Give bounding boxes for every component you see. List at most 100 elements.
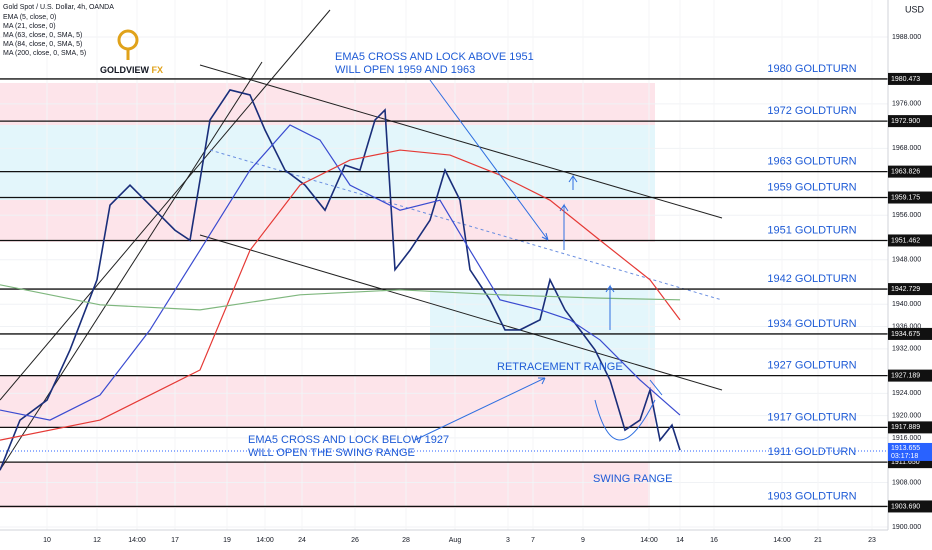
symbol: Gold Spot / U.S. Dollar, 4h, OANDA <box>3 4 114 11</box>
level-label: 1972.900 <box>891 118 920 125</box>
x-tick-label: 21 <box>814 537 822 544</box>
channel-line <box>199 64 723 219</box>
indicator: MA (21, close, 0) <box>3 23 56 30</box>
legend: Gold Spot / U.S. Dollar, 4h, OANDA EMA (… <box>3 4 114 57</box>
annotation: WILL OPEN THE SWING RANGE <box>248 447 415 459</box>
indicator: EMA (5, close, 0) <box>3 14 56 21</box>
level-label: 1959.175 <box>891 194 920 201</box>
x-tick-label: 24 <box>298 537 306 544</box>
x-tick-label: 3 <box>506 537 510 544</box>
level-label: 1942.729 <box>891 286 920 293</box>
arrow <box>414 377 546 441</box>
grid <box>0 0 888 530</box>
level-name: 1959 GOLDTURN <box>767 181 856 193</box>
y-tick-label: 1968.000 <box>892 145 921 152</box>
level-label: 1911.650 <box>891 459 920 466</box>
level-label: 1980.473 <box>891 76 920 83</box>
logo-suffix: FX <box>152 65 164 75</box>
level-tag <box>888 500 932 513</box>
annotation: EMA5 CROSS AND LOCK ABOVE 1951 <box>335 51 534 63</box>
level-tag <box>888 115 932 128</box>
zone <box>0 375 655 427</box>
series-line <box>0 149 681 441</box>
y-tick-label: 1976.000 <box>892 101 921 108</box>
series-line <box>0 89 681 471</box>
x-tick-label: 14:00 <box>640 537 658 544</box>
level-tag <box>888 369 932 382</box>
level-tag <box>888 72 932 85</box>
time-axis <box>0 530 932 550</box>
series <box>0 89 888 471</box>
level-name: 1951 GOLDTURN <box>767 224 856 236</box>
swing-curve <box>594 379 663 441</box>
y-tick-label: 1988.000 <box>892 34 921 41</box>
arrow <box>605 284 615 330</box>
y-tick-label: 1916.000 <box>892 435 921 442</box>
level-name: 1911 GOLDTURN <box>768 446 856 458</box>
annotation: RETRACEMENT RANGE <box>497 361 623 373</box>
x-tick-label: 26 <box>351 537 359 544</box>
level-label: 1951.462 <box>891 237 920 244</box>
x-tick-label: 19 <box>223 537 231 544</box>
level-tag <box>888 234 932 247</box>
y-tick-label: 1920.000 <box>892 412 921 419</box>
level-tag <box>888 191 932 204</box>
y-tick-label: 1932.000 <box>892 346 921 353</box>
x-tick-label: 16 <box>710 537 718 544</box>
level-label: 1934.675 <box>891 331 920 338</box>
channel-line <box>0 9 331 401</box>
countdown: 03:17:18 <box>891 453 918 460</box>
annotation: EMA5 CROSS AND LOCK BELOW 1927 <box>248 434 449 446</box>
level-label: 1963.826 <box>891 168 920 175</box>
logo: GOLDVIEW FX <box>100 29 163 75</box>
level-tag <box>888 327 932 340</box>
level-name: 1972 GOLDTURN <box>767 105 856 117</box>
arrow <box>429 79 549 241</box>
level-name: 1917 GOLDTURN <box>767 411 856 423</box>
x-tick-label: 14:00 <box>128 537 146 544</box>
logo-text: GOLDVIEW FX <box>100 65 163 75</box>
current-price-tag <box>888 442 932 461</box>
indicator: MA (63, close, 0, SMA, 5) <box>3 32 82 39</box>
level-name: 1934 GOLDTURN <box>767 318 856 330</box>
y-tick-label: 1908.000 <box>892 479 921 486</box>
arrows <box>414 79 663 441</box>
annotations: EMA5 CROSS AND LOCK ABOVE 1951 WILL OPEN… <box>248 51 672 485</box>
x-tick-label: 10 <box>43 537 51 544</box>
axes: 1900.000 1908.000 1916.000 1920.000 1924.000… <box>43 34 932 544</box>
x-tick-label: 7 <box>531 537 535 544</box>
annotation: WILL OPEN 1959 AND 1963 <box>335 64 475 76</box>
series-line <box>0 124 681 421</box>
arrow <box>568 174 578 190</box>
x-tick-label: 23 <box>868 537 876 544</box>
arrow <box>559 203 569 250</box>
y-tick-label: 1940.000 <box>892 301 921 308</box>
x-tick-label: 9 <box>581 537 585 544</box>
y-tick-label: 1948.000 <box>892 257 921 264</box>
level-name: 1942 GOLDTURN <box>767 273 856 285</box>
level-tag <box>888 165 932 178</box>
channel-line <box>199 234 723 391</box>
logo-word: GOLDVIEW <box>100 65 150 75</box>
level-name: 1980 GOLDTURN <box>767 63 856 75</box>
level-name: 1927 GOLDTURN <box>767 360 856 372</box>
indicator: MA (200, close, 0, SMA, 5) <box>3 50 86 57</box>
x-tick-label: Aug <box>449 537 462 544</box>
logo-mark <box>117 29 139 51</box>
level-tag <box>888 421 932 434</box>
x-tick-label: 14 <box>676 537 684 544</box>
x-tick-label: 28 <box>402 537 410 544</box>
x-tick-label: 12 <box>93 537 101 544</box>
y-tick-label: 1924.000 <box>892 390 921 397</box>
y-tick-label: 1936.000 <box>892 323 921 330</box>
level-label: 1917.889 <box>891 424 920 431</box>
zone <box>0 125 655 200</box>
level-name: 1963 GOLDTURN <box>767 156 856 168</box>
y-tick-label: 1900.000 <box>892 524 921 531</box>
level-label: 1927.189 <box>891 372 920 379</box>
y-tick-label: 1956.000 <box>892 212 921 219</box>
currency: USD <box>905 4 925 14</box>
current-price: 1913.655 <box>891 445 920 452</box>
series-line <box>0 284 681 311</box>
